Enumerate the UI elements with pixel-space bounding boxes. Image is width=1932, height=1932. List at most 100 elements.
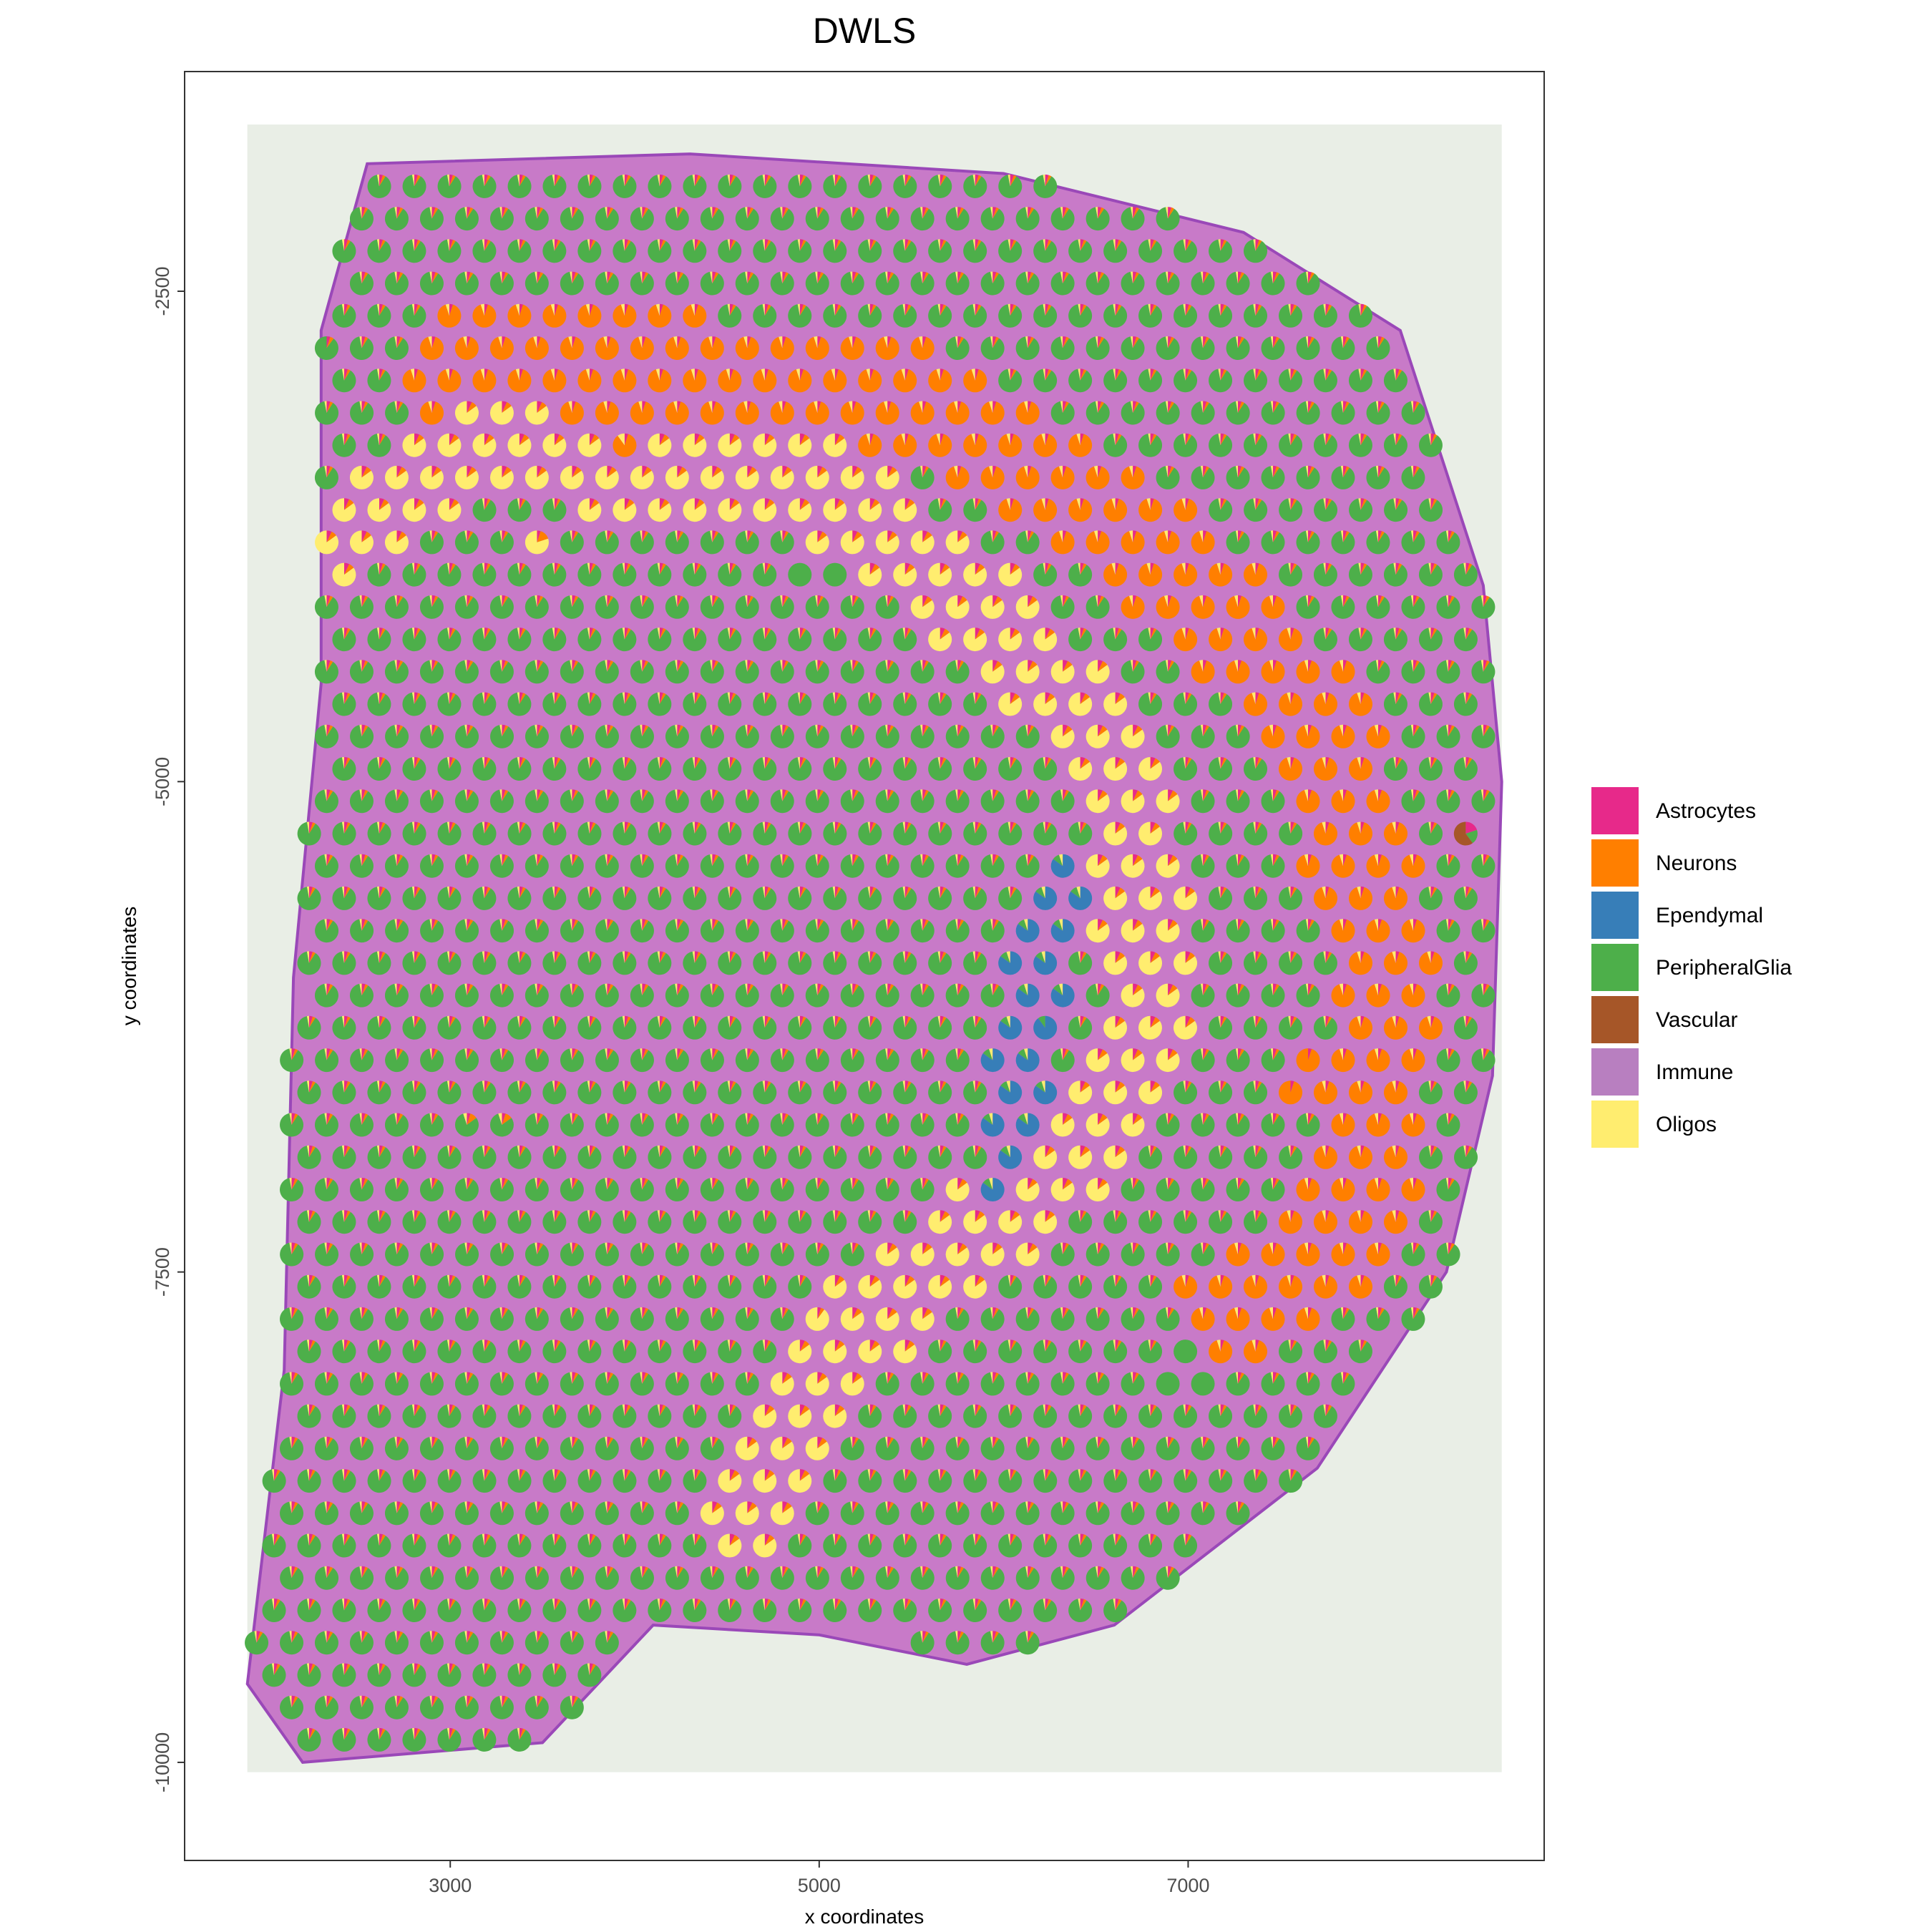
pie-slice	[1045, 498, 1049, 510]
pie-slice	[535, 207, 537, 219]
pie-slice	[1085, 466, 1110, 489]
pie-slice	[1236, 271, 1238, 284]
pie-slice	[1080, 303, 1084, 316]
pie-slice	[1313, 434, 1337, 457]
pie-slice	[887, 271, 892, 284]
pie-slice	[852, 530, 858, 542]
pie-slice	[437, 304, 462, 328]
pie-slice	[341, 433, 344, 446]
spot-pie	[1156, 983, 1180, 1008]
pie-slice	[1168, 207, 1174, 219]
spot-pie	[507, 1210, 532, 1234]
pie-slice	[402, 562, 426, 587]
spot-pie	[1050, 595, 1075, 619]
spot-pie	[489, 465, 514, 489]
spot-pie	[1103, 239, 1128, 263]
pie-slice	[507, 498, 532, 522]
pie-slice	[840, 207, 864, 231]
spot-pie	[910, 530, 935, 555]
spot-pie	[1279, 757, 1303, 781]
pie-slice	[910, 530, 935, 555]
pie-slice	[1138, 499, 1163, 522]
pie-slice	[560, 530, 584, 555]
pie-slice	[712, 401, 716, 413]
pie-slice	[587, 174, 590, 187]
pie-slice	[694, 240, 701, 251]
pie-slice	[1076, 433, 1080, 446]
pie-slice	[852, 465, 858, 478]
spot-pie	[1401, 401, 1425, 425]
spot-pie	[577, 692, 602, 716]
pie-slice	[472, 562, 497, 587]
pie-slice	[361, 336, 366, 348]
spot-pie	[1384, 1015, 1407, 1040]
spot-pie	[945, 660, 970, 684]
spot-pie	[542, 1210, 567, 1234]
spot-pie	[1401, 789, 1425, 814]
spot-pie	[1209, 821, 1233, 846]
pie-slice	[782, 272, 789, 284]
pie-slice	[642, 465, 648, 478]
pie-slice	[1133, 530, 1137, 542]
spot-pie	[875, 854, 899, 878]
spot-pie	[1015, 789, 1040, 814]
spot-pie	[437, 1210, 462, 1234]
spot-pie	[1209, 562, 1233, 587]
pie-slice	[975, 564, 985, 575]
spot-pie	[683, 369, 707, 393]
spot-pie	[560, 919, 584, 943]
pie-slice	[554, 240, 561, 251]
spot-pie	[1085, 1113, 1110, 1137]
spot-pie	[858, 628, 882, 652]
pie-slice	[834, 239, 839, 251]
pie-slice	[1220, 240, 1227, 251]
pie-slice	[402, 628, 426, 652]
spot-pie	[683, 886, 707, 910]
pie-slice	[677, 595, 681, 608]
spot-pie	[507, 692, 532, 716]
pie-slice	[344, 433, 348, 446]
spot-pie	[980, 919, 1005, 943]
spot-pie	[893, 1210, 917, 1234]
spot-pie	[1068, 951, 1093, 975]
spot-pie	[1103, 433, 1128, 457]
spot-pie	[577, 757, 602, 781]
pie-slice	[648, 304, 672, 328]
spot-pie	[350, 919, 374, 943]
spot-pie	[998, 757, 1023, 781]
spot-pie	[893, 628, 917, 652]
spot-pie	[910, 724, 935, 748]
pie-slice	[1111, 562, 1116, 575]
pie-slice	[595, 465, 619, 489]
pie-slice	[1465, 563, 1473, 575]
pie-slice	[797, 174, 800, 187]
spot-pie	[577, 174, 602, 198]
spot-pie	[454, 789, 479, 814]
pie-slice	[1131, 336, 1133, 348]
spot-pie	[1156, 1177, 1180, 1202]
pie-slice	[572, 271, 576, 284]
pie-slice	[735, 401, 759, 425]
spot-pie	[963, 951, 987, 975]
spot-pie	[945, 1113, 970, 1137]
spot-pie	[1331, 1177, 1355, 1201]
spot-pie	[735, 530, 759, 555]
pie-slice	[691, 369, 695, 381]
spot-pie	[1068, 498, 1093, 522]
pie-slice	[554, 563, 561, 575]
pie-slice	[344, 303, 348, 316]
spot-pie	[1279, 951, 1303, 975]
spot-pie	[1103, 1015, 1128, 1040]
pie-slice	[414, 303, 419, 316]
pie-slice	[928, 562, 952, 587]
pie-slice	[326, 336, 331, 348]
pie-slice	[1255, 434, 1262, 446]
spot-pie	[770, 530, 794, 555]
pie-slice	[507, 239, 532, 263]
pie-slice	[1150, 239, 1154, 251]
spot-pie	[437, 628, 462, 652]
pie-slice	[928, 434, 952, 457]
spot-pie	[314, 660, 338, 684]
pie-slice	[1098, 336, 1102, 348]
pie-slice	[1238, 336, 1242, 348]
